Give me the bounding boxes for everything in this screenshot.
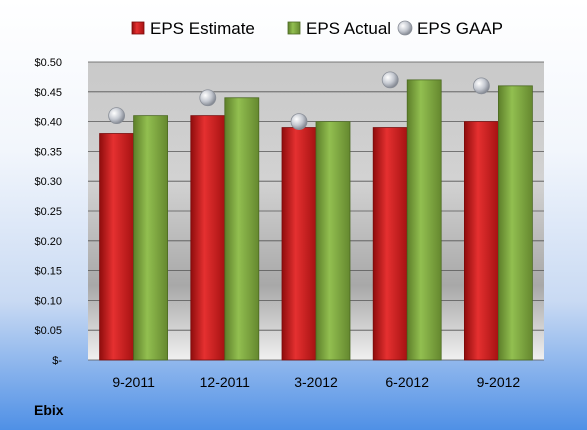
legend-swatch-gaap (397, 20, 413, 36)
actual-bar (406, 79, 442, 361)
actual-bar (315, 121, 351, 361)
bars (99, 79, 533, 361)
gaap-marker (472, 77, 490, 95)
gaap-markers (108, 71, 490, 130)
estimate-bar (281, 127, 317, 361)
y-tick-label: $0.20 (34, 236, 62, 248)
actual-bar (224, 97, 260, 361)
y-tick-label: $0.50 (34, 57, 62, 69)
legend-label: EPS GAAP (417, 19, 503, 38)
y-tick-label: $0.15 (34, 266, 62, 278)
x-axis-ticks: 9-2011 12-2011 3-2012 6-2012 9-2012 (112, 374, 520, 390)
company-label: Ebix (34, 402, 64, 418)
actual-bar (497, 85, 533, 361)
legend-swatch-estimate (131, 21, 145, 35)
legend: EPS Estimate EPS Actual EPS GAAP (131, 19, 503, 38)
gaap-marker (108, 107, 125, 125)
gaap-marker (199, 89, 217, 107)
x-tick-label: 9-2011 (112, 374, 155, 390)
estimate-bar (99, 133, 134, 361)
estimate-bar (372, 127, 408, 361)
y-tick-label: $0.05 (34, 325, 62, 337)
x-tick-label: 3-2012 (294, 374, 338, 390)
y-tick-label: $0.35 (34, 146, 62, 158)
gaap-marker (290, 113, 308, 130)
y-tick-label: $0.45 (34, 87, 62, 99)
x-tick-label: 6-2012 (385, 374, 429, 390)
estimate-bar (190, 115, 226, 361)
estimate-bar (463, 121, 499, 361)
y-tick-label: $0.30 (34, 176, 62, 188)
actual-bar (133, 115, 169, 361)
y-tick-label: $0.25 (34, 206, 62, 218)
y-axis-ticks: $- $0.05 $0.10 $0.15 $0.20 $0.25 $0.30 $0.35 $0.… (34, 57, 62, 367)
legend-label: EPS Actual (306, 19, 391, 38)
legend-swatch-actual (287, 21, 301, 35)
gaap-marker (381, 71, 399, 89)
y-tick-label: $0.10 (34, 295, 62, 307)
x-tick-label: 9-2012 (477, 374, 521, 390)
y-tick-label: $- (52, 355, 62, 367)
x-tick-label: 12-2011 (200, 374, 251, 390)
legend-label: EPS Estimate (150, 19, 255, 38)
y-tick-label: $0.40 (34, 117, 62, 129)
